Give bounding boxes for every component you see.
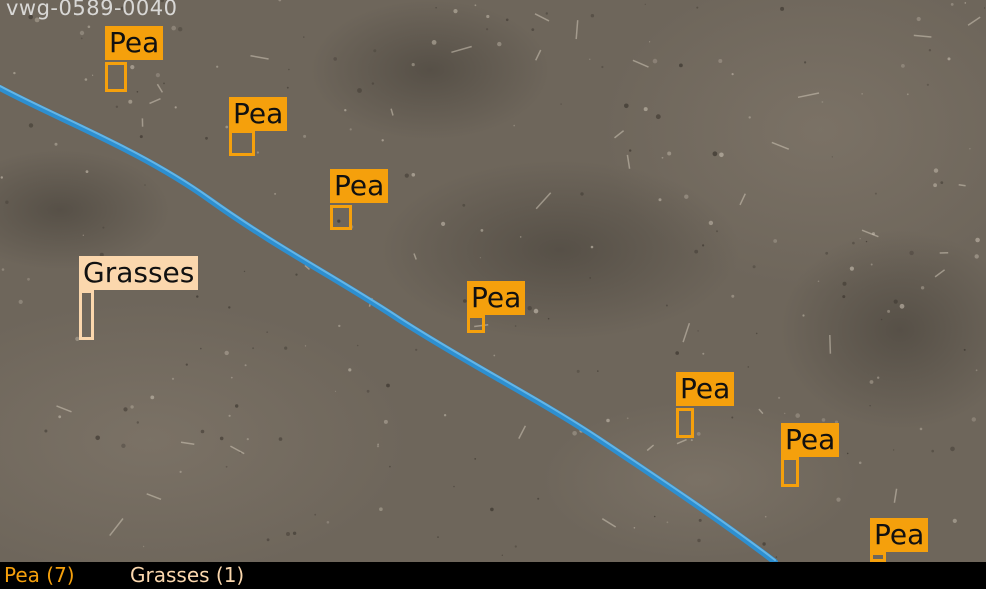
image-id: vwg-0589-0040 — [6, 0, 178, 20]
legend-pea: Pea (7) — [4, 563, 75, 587]
detection-label-pea: Pea — [105, 26, 164, 60]
legend-bar: Pea (7) Grasses (1) — [0, 562, 986, 589]
detection-box-grass — [79, 290, 94, 340]
detection-box-pea — [229, 130, 255, 156]
legend-grasses: Grasses (1) — [130, 563, 245, 587]
detection-box-pea — [781, 457, 799, 487]
soil-photo — [0, 0, 986, 562]
detection-label-grass: Grasses — [79, 256, 199, 290]
detection-label-pea: Pea — [229, 97, 288, 131]
irrigation-hose — [0, 85, 778, 562]
detection-box-pea — [330, 205, 352, 230]
detection-label-pea: Pea — [870, 518, 929, 552]
detection-label-pea: Pea — [467, 281, 526, 315]
detection-box-pea — [467, 315, 485, 333]
detection-label-pea: Pea — [676, 372, 735, 406]
detection-box-pea — [676, 408, 694, 438]
detection-label-pea: Pea — [330, 169, 389, 203]
detection-label-pea: Pea — [781, 423, 840, 457]
detection-box-pea — [870, 552, 886, 562]
detection-box-pea — [105, 62, 127, 92]
